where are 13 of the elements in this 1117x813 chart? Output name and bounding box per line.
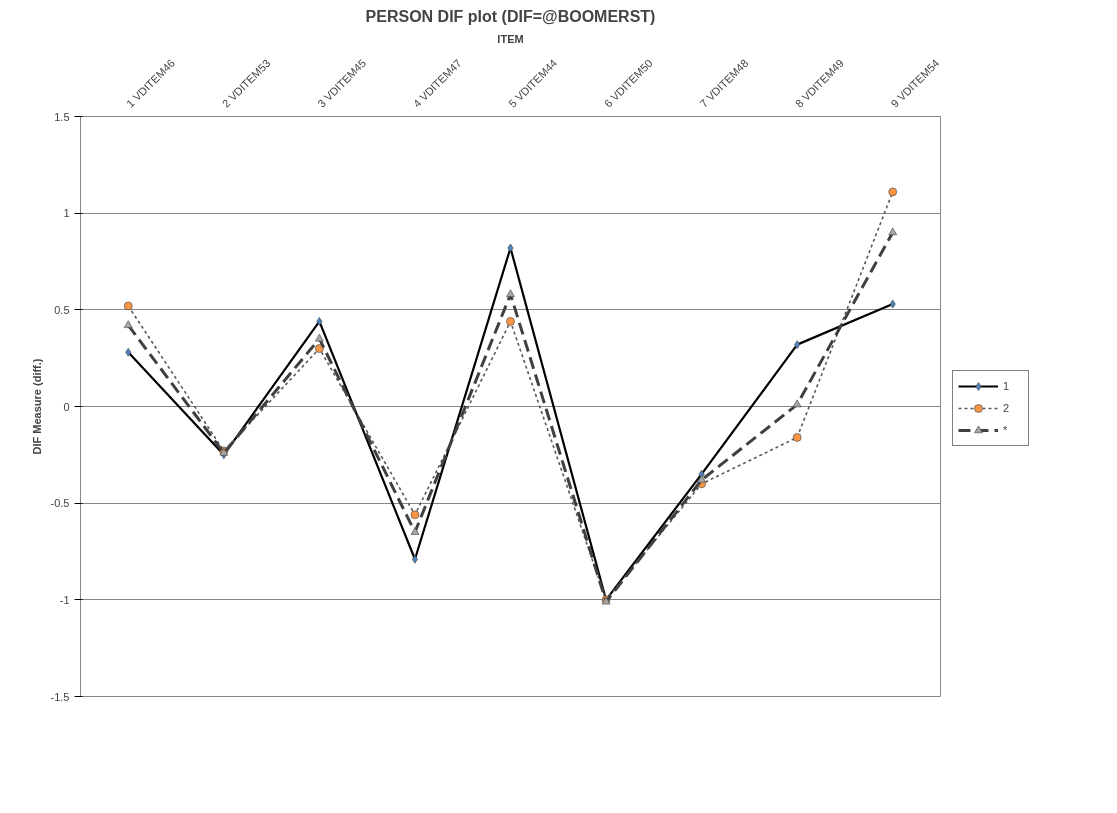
- x-axis-title: ITEM: [497, 32, 524, 45]
- chart-title: PERSON DIF plot (DIF=@BOOMERST): [365, 7, 656, 25]
- y-tick-label: 0.5: [54, 303, 70, 316]
- legend-label: 1: [1003, 380, 1011, 392]
- y-axis-title: DIF Measure (diff.): [30, 358, 43, 455]
- y-tick-label: 1.5: [54, 110, 70, 123]
- y-tick-label: -1.5: [50, 690, 70, 703]
- y-tick-label: -1: [59, 593, 70, 606]
- legend-label: 2: [1003, 402, 1011, 414]
- y-tick-label: -0.5: [50, 497, 70, 510]
- y-tick-label: 0: [63, 400, 70, 413]
- y-tick-label: 1: [63, 207, 70, 220]
- legend-label: *: [1003, 424, 1009, 436]
